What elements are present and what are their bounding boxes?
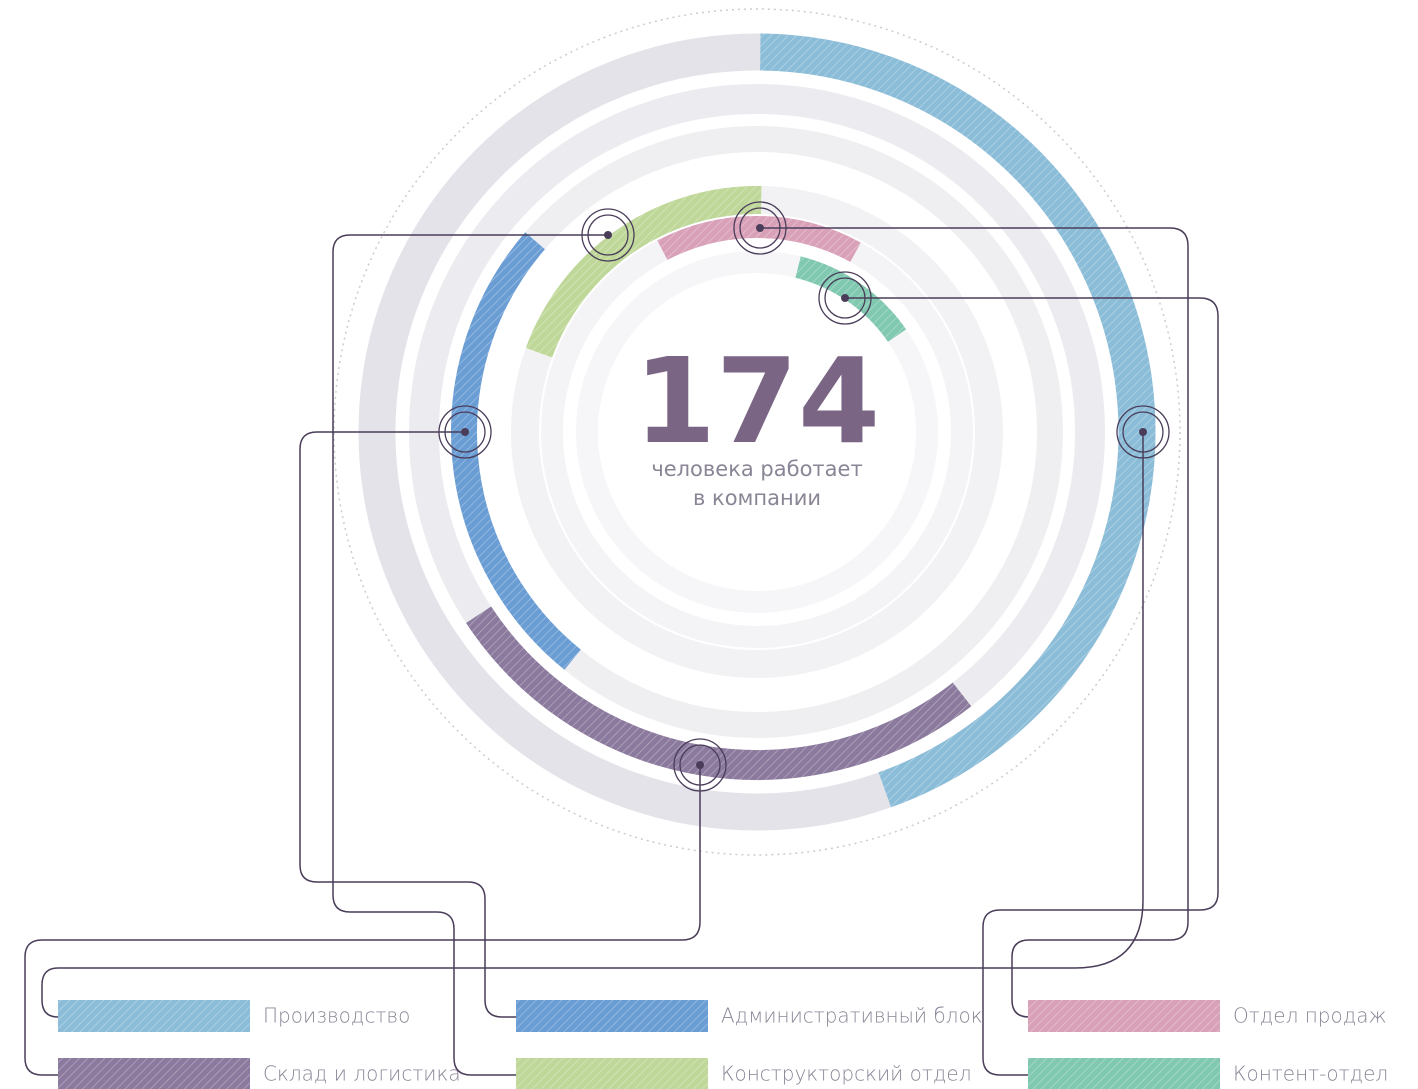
marker-ring: [733, 201, 787, 255]
legend-label: Административный блок: [721, 1004, 983, 1028]
marker-dot: [756, 224, 764, 232]
arc-hatch: [466, 606, 972, 780]
legend-swatch-hatch: [58, 1000, 250, 1032]
marker-dot: [1139, 428, 1147, 436]
legend-swatch-hatch: [1028, 1058, 1220, 1089]
legend-label: Контент-отдел: [1233, 1062, 1388, 1086]
outer-dotted: [333, 8, 1181, 856]
legend-swatch-hatch: [516, 1058, 708, 1089]
marker-ring: [818, 271, 872, 325]
legend-label: Производство: [263, 1004, 410, 1028]
legend-swatch-hatch: [516, 1000, 708, 1032]
marker-ring: [581, 208, 635, 262]
marker-ring: [679, 744, 721, 786]
legend-label: Отдел продаж: [1233, 1004, 1387, 1028]
legend: Производство Административный блок Отдел п…: [58, 1000, 1388, 1089]
marker-ring: [1122, 411, 1164, 453]
markers: [438, 201, 1170, 792]
arc-hatch: [525, 186, 762, 358]
marker-ring: [1116, 405, 1170, 459]
bg-ring: [576, 251, 938, 613]
arc-hatch: [760, 33, 1156, 808]
legend-label: Склад и логистика: [263, 1062, 461, 1086]
marker-ring: [739, 207, 781, 249]
marker-dot: [696, 761, 704, 769]
arc-hatch: [795, 256, 907, 342]
marker-ring: [587, 214, 629, 256]
subtitle: человека работает: [651, 457, 862, 481]
legend-label: Конструкторский отдел: [721, 1062, 972, 1086]
marker-ring: [438, 405, 492, 459]
marker-dot: [841, 294, 849, 302]
legend-swatch-hatch: [58, 1058, 250, 1089]
marker-ring: [673, 738, 727, 792]
marker-dot: [604, 231, 612, 239]
connectors: [24, 227, 1219, 1076]
marker-ring: [444, 411, 486, 453]
legend-swatch-hatch: [1028, 1000, 1220, 1032]
marker-dot: [461, 428, 469, 436]
marker-ring: [824, 277, 866, 319]
subtitle: в компании: [693, 486, 821, 510]
total: 174: [634, 332, 880, 470]
